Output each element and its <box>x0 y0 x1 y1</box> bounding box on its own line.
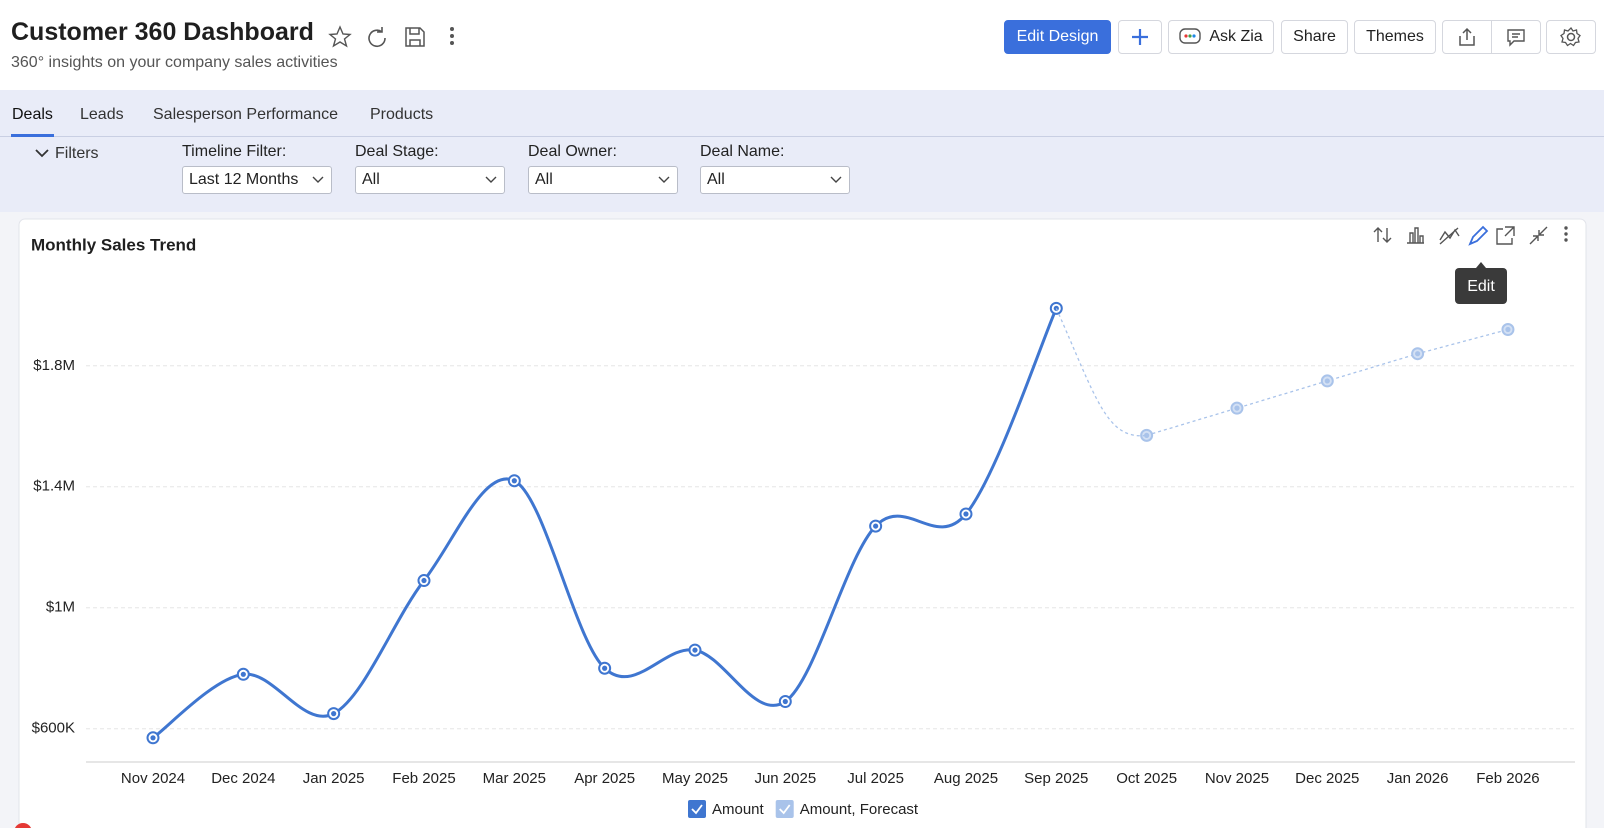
data-point-core <box>1415 351 1421 357</box>
filter-value: All <box>707 171 725 188</box>
dropdown-arrow <box>658 176 670 183</box>
comment-button[interactable] <box>1491 20 1541 54</box>
filter-label: Deal Stage: <box>355 143 439 160</box>
filter-select[interactable]: All <box>355 166 505 194</box>
button[interactable]: Ask Zia <box>1168 20 1274 54</box>
legend-check <box>779 804 791 815</box>
dashboard-subtitle: 360° insights on your company sales acti… <box>11 54 338 71</box>
data-point-core <box>782 698 788 705</box>
dropdown-arrow <box>830 176 842 183</box>
x-tick-label: May 2025 <box>662 770 728 787</box>
x-tick-label: Feb 2026 <box>1476 770 1539 787</box>
filter-select[interactable]: All <box>528 166 678 194</box>
dashboard-title: Customer 360 Dashboard <box>11 18 314 46</box>
title-icons <box>328 25 454 48</box>
tab[interactable]: Salesperson Performance <box>153 106 338 123</box>
button[interactable]: Edit Design <box>1004 20 1111 54</box>
x-tick-label: Dec 2024 <box>211 770 275 787</box>
x-tick-label: Dec 2025 <box>1295 770 1359 787</box>
x-tick-label: Nov 2024 <box>121 770 185 787</box>
button-label: Ask Zia <box>1209 28 1263 45</box>
save-icon[interactable] <box>405 27 425 47</box>
legend-swatch <box>688 800 706 818</box>
chart-title: Monthly Sales Trend <box>31 235 196 254</box>
dropdown-arrow <box>312 176 324 183</box>
add-button[interactable] <box>1118 20 1162 54</box>
filters-chevron[interactable] <box>35 148 49 158</box>
series-connector <box>1055 308 1147 437</box>
legend-item[interactable]: Amount <box>688 800 765 818</box>
legend-check <box>691 804 703 815</box>
chart-card <box>18 218 1587 828</box>
more-icon[interactable] <box>1564 226 1568 242</box>
tooltip: Edit <box>1455 262 1507 304</box>
y-tick-label: $1.8M <box>33 357 75 374</box>
open-icon[interactable] <box>1496 226 1515 245</box>
refresh-icon[interactable] <box>368 27 386 48</box>
tab[interactable]: Products <box>370 106 434 123</box>
data-point-core <box>240 671 246 677</box>
y-tick-label: $1.4M <box>33 478 75 495</box>
legend-swatch <box>775 800 794 818</box>
filter-select[interactable]: Last 12 Months <box>182 166 332 194</box>
settings-button[interactable] <box>1546 20 1596 54</box>
data-point-core <box>602 665 608 671</box>
edit-icon[interactable] <box>1468 225 1489 246</box>
export-button[interactable] <box>1442 20 1492 54</box>
button[interactable]: Themes <box>1354 20 1436 54</box>
active-tab-indicator <box>11 134 54 137</box>
tab[interactable]: Leads <box>80 106 124 123</box>
filter-select[interactable]: All <box>700 166 850 194</box>
filters-toggle[interactable]: Filters <box>55 145 99 162</box>
filter-label: Timeline Filter: <box>182 143 287 160</box>
x-tick-label: Jan 2025 <box>303 770 365 787</box>
data-point-core <box>421 577 427 584</box>
menu-icon[interactable] <box>450 27 454 45</box>
dropdown-arrow <box>485 176 497 183</box>
x-tick-label: Jan 2026 <box>1387 770 1449 787</box>
tooltip-text: Edit <box>1467 278 1495 295</box>
x-tick-label: Apr 2025 <box>574 770 635 787</box>
data-point-core <box>511 478 517 484</box>
x-tick-label: Aug 2025 <box>934 770 998 787</box>
x-tick-label: Jun 2025 <box>754 770 816 787</box>
x-tick-label: Feb 2025 <box>392 770 455 787</box>
legend-item[interactable]: Amount, Forecast <box>775 800 919 818</box>
data-point-core <box>873 523 879 529</box>
data-point-core <box>331 711 337 717</box>
filter-value: All <box>362 171 380 188</box>
y-tick-label: $600K <box>32 720 75 737</box>
data-point-core <box>1234 405 1240 411</box>
data-point-core <box>692 647 698 653</box>
filter-value: Last 12 Months <box>189 171 299 188</box>
data-point-core <box>1144 432 1150 438</box>
filter-label: Deal Name: <box>700 143 785 160</box>
y-tick-label: $1M <box>46 599 75 616</box>
filter-value: All <box>535 171 553 188</box>
data-point-core <box>150 735 156 741</box>
tab-divider <box>0 136 1604 137</box>
filter-label: Deal Owner: <box>528 143 617 160</box>
x-tick-label: Jul 2025 <box>847 770 904 787</box>
hide-icon[interactable] <box>1439 227 1460 245</box>
legend-label: Amount <box>712 801 765 818</box>
collapse-icon[interactable] <box>1529 226 1548 245</box>
data-point-core <box>963 511 969 517</box>
favorite-icon[interactable] <box>328 25 352 48</box>
button[interactable]: Share <box>1281 20 1348 54</box>
sort-icon[interactable] <box>1373 227 1392 243</box>
status-dot <box>14 823 32 828</box>
x-tick-label: Nov 2025 <box>1205 770 1269 787</box>
data-point-core <box>1324 378 1330 384</box>
chart-type-icon[interactable] <box>1407 227 1424 244</box>
x-tick-label: Sep 2025 <box>1024 770 1088 787</box>
chart-toolbar <box>1373 225 1548 246</box>
x-tick-label: Mar 2025 <box>483 770 546 787</box>
legend-label: Amount, Forecast <box>800 801 919 818</box>
x-tick-label: Oct 2025 <box>1116 770 1177 787</box>
data-point-core <box>1505 326 1511 333</box>
tab[interactable]: Deals <box>12 106 53 123</box>
